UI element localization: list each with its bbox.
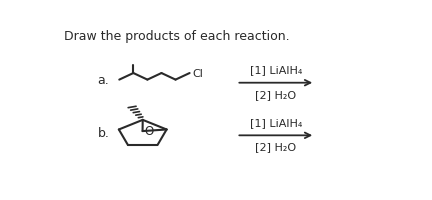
- Text: Draw the products of each reaction.: Draw the products of each reaction.: [64, 30, 290, 43]
- Text: O: O: [145, 124, 154, 137]
- Text: b.: b.: [98, 126, 109, 139]
- Text: [2] H₂O: [2] H₂O: [255, 89, 296, 99]
- Text: Cl: Cl: [192, 69, 203, 79]
- Text: [2] H₂O: [2] H₂O: [255, 142, 296, 152]
- Text: [1] LiAlH₄: [1] LiAlH₄: [250, 65, 302, 75]
- Text: [1] LiAlH₄: [1] LiAlH₄: [250, 117, 302, 127]
- Text: a.: a.: [98, 74, 109, 87]
